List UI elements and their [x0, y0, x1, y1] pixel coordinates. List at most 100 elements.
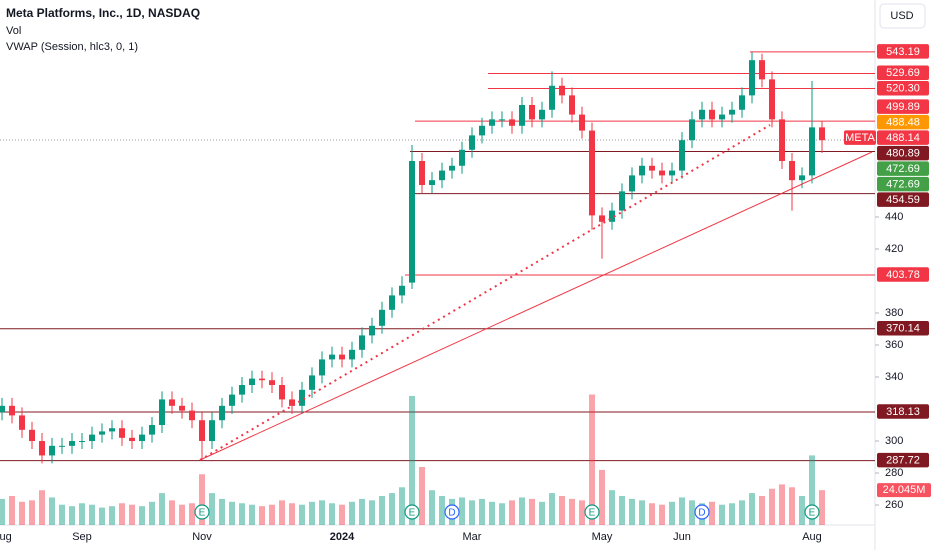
candle-body [799, 175, 805, 181]
volume-bar [229, 501, 235, 525]
candle-body [509, 119, 515, 126]
dotted-trendline [199, 124, 771, 461]
volume-bar [169, 500, 175, 525]
event-marker [404, 504, 420, 520]
candle-body [399, 285, 405, 296]
event-marker [194, 504, 210, 520]
candle-body [699, 109, 705, 120]
candle-body [39, 441, 45, 456]
volume-bar [539, 501, 545, 525]
candle-body [519, 104, 525, 126]
volume-bar [569, 498, 575, 525]
volume-bar [799, 496, 805, 525]
volume-bar [129, 504, 135, 525]
volume-bar [149, 501, 155, 525]
candle-body [759, 60, 765, 80]
candle-body [479, 125, 485, 136]
volume-bar [89, 504, 95, 525]
volume-bar [619, 496, 625, 525]
event-marker [804, 504, 820, 520]
price-label: 488.14 [886, 132, 920, 144]
volume-bar [279, 500, 285, 525]
volume-bar [69, 506, 75, 525]
price-label: 370.14 [886, 323, 920, 335]
symbol-tag-bg [844, 130, 876, 145]
volume-bar [749, 493, 755, 525]
candle-body [579, 114, 585, 131]
price-label: 488.48 [886, 116, 920, 128]
y-tick-label: 340 [885, 371, 903, 383]
candle-body [779, 119, 785, 161]
candle-body [139, 434, 145, 442]
y-tick-label: 440 [885, 211, 903, 223]
volume-bar [439, 496, 445, 525]
volume-bar [529, 498, 535, 525]
candle-body [749, 60, 755, 96]
event-marker [444, 504, 460, 520]
volume-bar [759, 496, 765, 525]
volume-bar [109, 506, 115, 525]
y-tick-label: 380 [885, 307, 903, 319]
candle-body [489, 119, 495, 126]
candle-body [309, 375, 315, 390]
candle-body [359, 335, 365, 350]
price-label: 480.89 [886, 147, 920, 159]
volume-bar [459, 497, 465, 525]
candle-body [319, 359, 325, 376]
x-tick-label: Mar [463, 531, 482, 543]
currency-label[interactable]: USD [890, 10, 913, 22]
volume-bar [649, 503, 655, 525]
y-tick-label: 360 [885, 339, 903, 351]
event-marker [694, 504, 710, 520]
price-label: 287.72 [886, 455, 920, 467]
price-label: 318.13 [886, 406, 920, 418]
volume-bar [159, 493, 165, 525]
candle-body [439, 170, 445, 181]
candle-body [109, 428, 115, 432]
volume-bar [99, 507, 105, 525]
candle-body [459, 149, 465, 166]
price-axis: 260 280 300 340 360 380 420 440 543.19 529.69 520.… [844, 44, 931, 511]
volume-bar [259, 506, 265, 525]
candle-body [159, 399, 165, 426]
volume-bar [299, 504, 305, 525]
volume-bar [0, 498, 5, 525]
candle-body [669, 170, 675, 176]
candle-body [619, 191, 625, 211]
price-label-bg [877, 452, 929, 468]
volume-bar [29, 500, 35, 525]
volume-bar [289, 503, 295, 525]
candle-body [99, 431, 105, 435]
price-label-bg [877, 99, 929, 114]
volume-bar [319, 500, 325, 525]
candle-body [229, 394, 235, 406]
volume-bar [709, 501, 715, 525]
candle-body [429, 180, 435, 185]
volume-bar [809, 455, 815, 525]
candle-body [189, 410, 195, 421]
candle-body [469, 135, 475, 150]
currency-button[interactable] [879, 3, 926, 29]
candle-body [649, 165, 655, 171]
volume-bar [239, 503, 245, 525]
volume-bar [589, 394, 595, 525]
volume-bar [729, 503, 735, 525]
x-tick-label: Aug [802, 531, 822, 543]
volume-bar [309, 501, 315, 525]
candle-body [729, 109, 735, 115]
candle-body [709, 109, 715, 120]
candle-body [529, 104, 535, 120]
volume-bar [819, 490, 825, 525]
volume-bar [769, 488, 775, 525]
candle-body [689, 119, 695, 141]
candle-body [499, 119, 505, 121]
price-label-bg [877, 404, 929, 419]
volume-bar [269, 504, 275, 525]
volume-bar [789, 487, 795, 525]
price-label: 499.89 [886, 101, 920, 113]
chart-title: Meta Platforms, Inc., 1D, NASDAQ [6, 6, 200, 20]
x-tick-label: Jun [673, 531, 691, 543]
candle-body [559, 85, 565, 96]
volume-bar [579, 500, 585, 525]
